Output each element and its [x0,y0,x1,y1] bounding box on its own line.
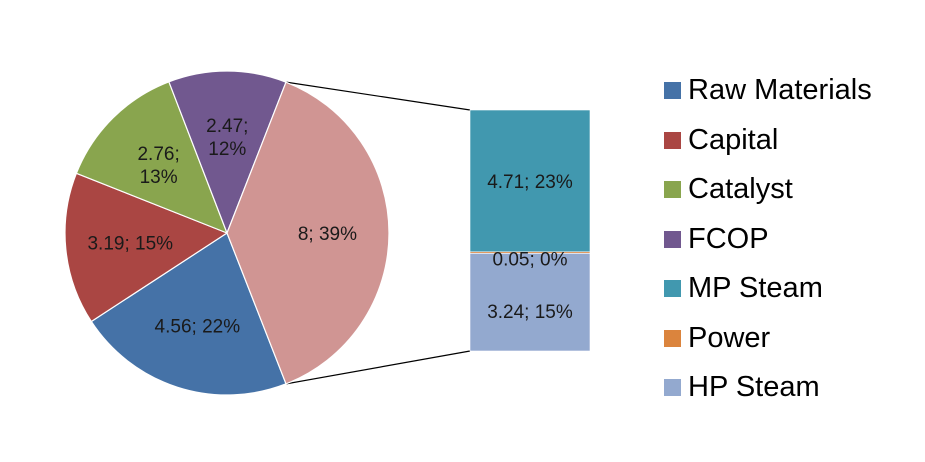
legend-item-catalyst: Catalyst [664,165,872,215]
legend-swatch [664,181,681,199]
bar-segment-mp-steam [469,109,591,253]
legend-swatch [664,230,681,248]
pie-slice-fcop [168,70,287,235]
legend-item-raw-materials: Raw Materials [664,66,872,116]
legend-label: Capital [688,123,779,156]
legend-label: Catalyst [688,173,793,206]
pie-slice-catalyst [75,81,229,235]
legend-label: Raw Materials [688,74,872,107]
pie-slice-other [226,81,390,385]
legend-item-hp-steam: HP Steam [664,363,872,413]
legend-label: FCOP [688,222,769,255]
data-label-power: 0.05; 0% [493,249,568,270]
legend-item-power: Power [664,314,872,364]
data-label-capital: 3.19; 15% [87,234,173,255]
legend-label: HP Steam [688,371,820,404]
legend-item-capital: Capital [664,116,872,166]
data-label-other: 8; 39% [298,224,357,245]
pie-slice-capital [64,172,229,323]
data-label-raw-materials: 4.56; 22% [155,317,241,338]
connector-line-top [285,81,471,111]
legend-swatch [664,329,681,347]
data-label-mp-steam: 4.71; 23% [487,172,573,193]
legend-label: MP Steam [688,272,823,305]
connector-line-bottom [285,350,471,385]
data-label-fcop: 2.47; 12% [206,116,248,160]
legend-swatch [664,82,681,100]
legend: Raw Materials Capital Catalyst FCOP MP Steam… [664,66,872,413]
data-label-hp-steam: 3.24; 15% [487,302,573,323]
legend-swatch [664,131,681,149]
legend-item-fcop: FCOP [664,215,872,265]
legend-swatch [664,379,681,397]
bar-segment-hp-steam [469,253,591,352]
legend-item-mp-steam: MP Steam [664,264,872,314]
legend-label: Power [688,321,771,354]
legend-swatch [664,280,681,298]
data-label-catalyst: 2.76; 13% [137,144,179,188]
pie-slice-raw-materials [90,232,287,396]
